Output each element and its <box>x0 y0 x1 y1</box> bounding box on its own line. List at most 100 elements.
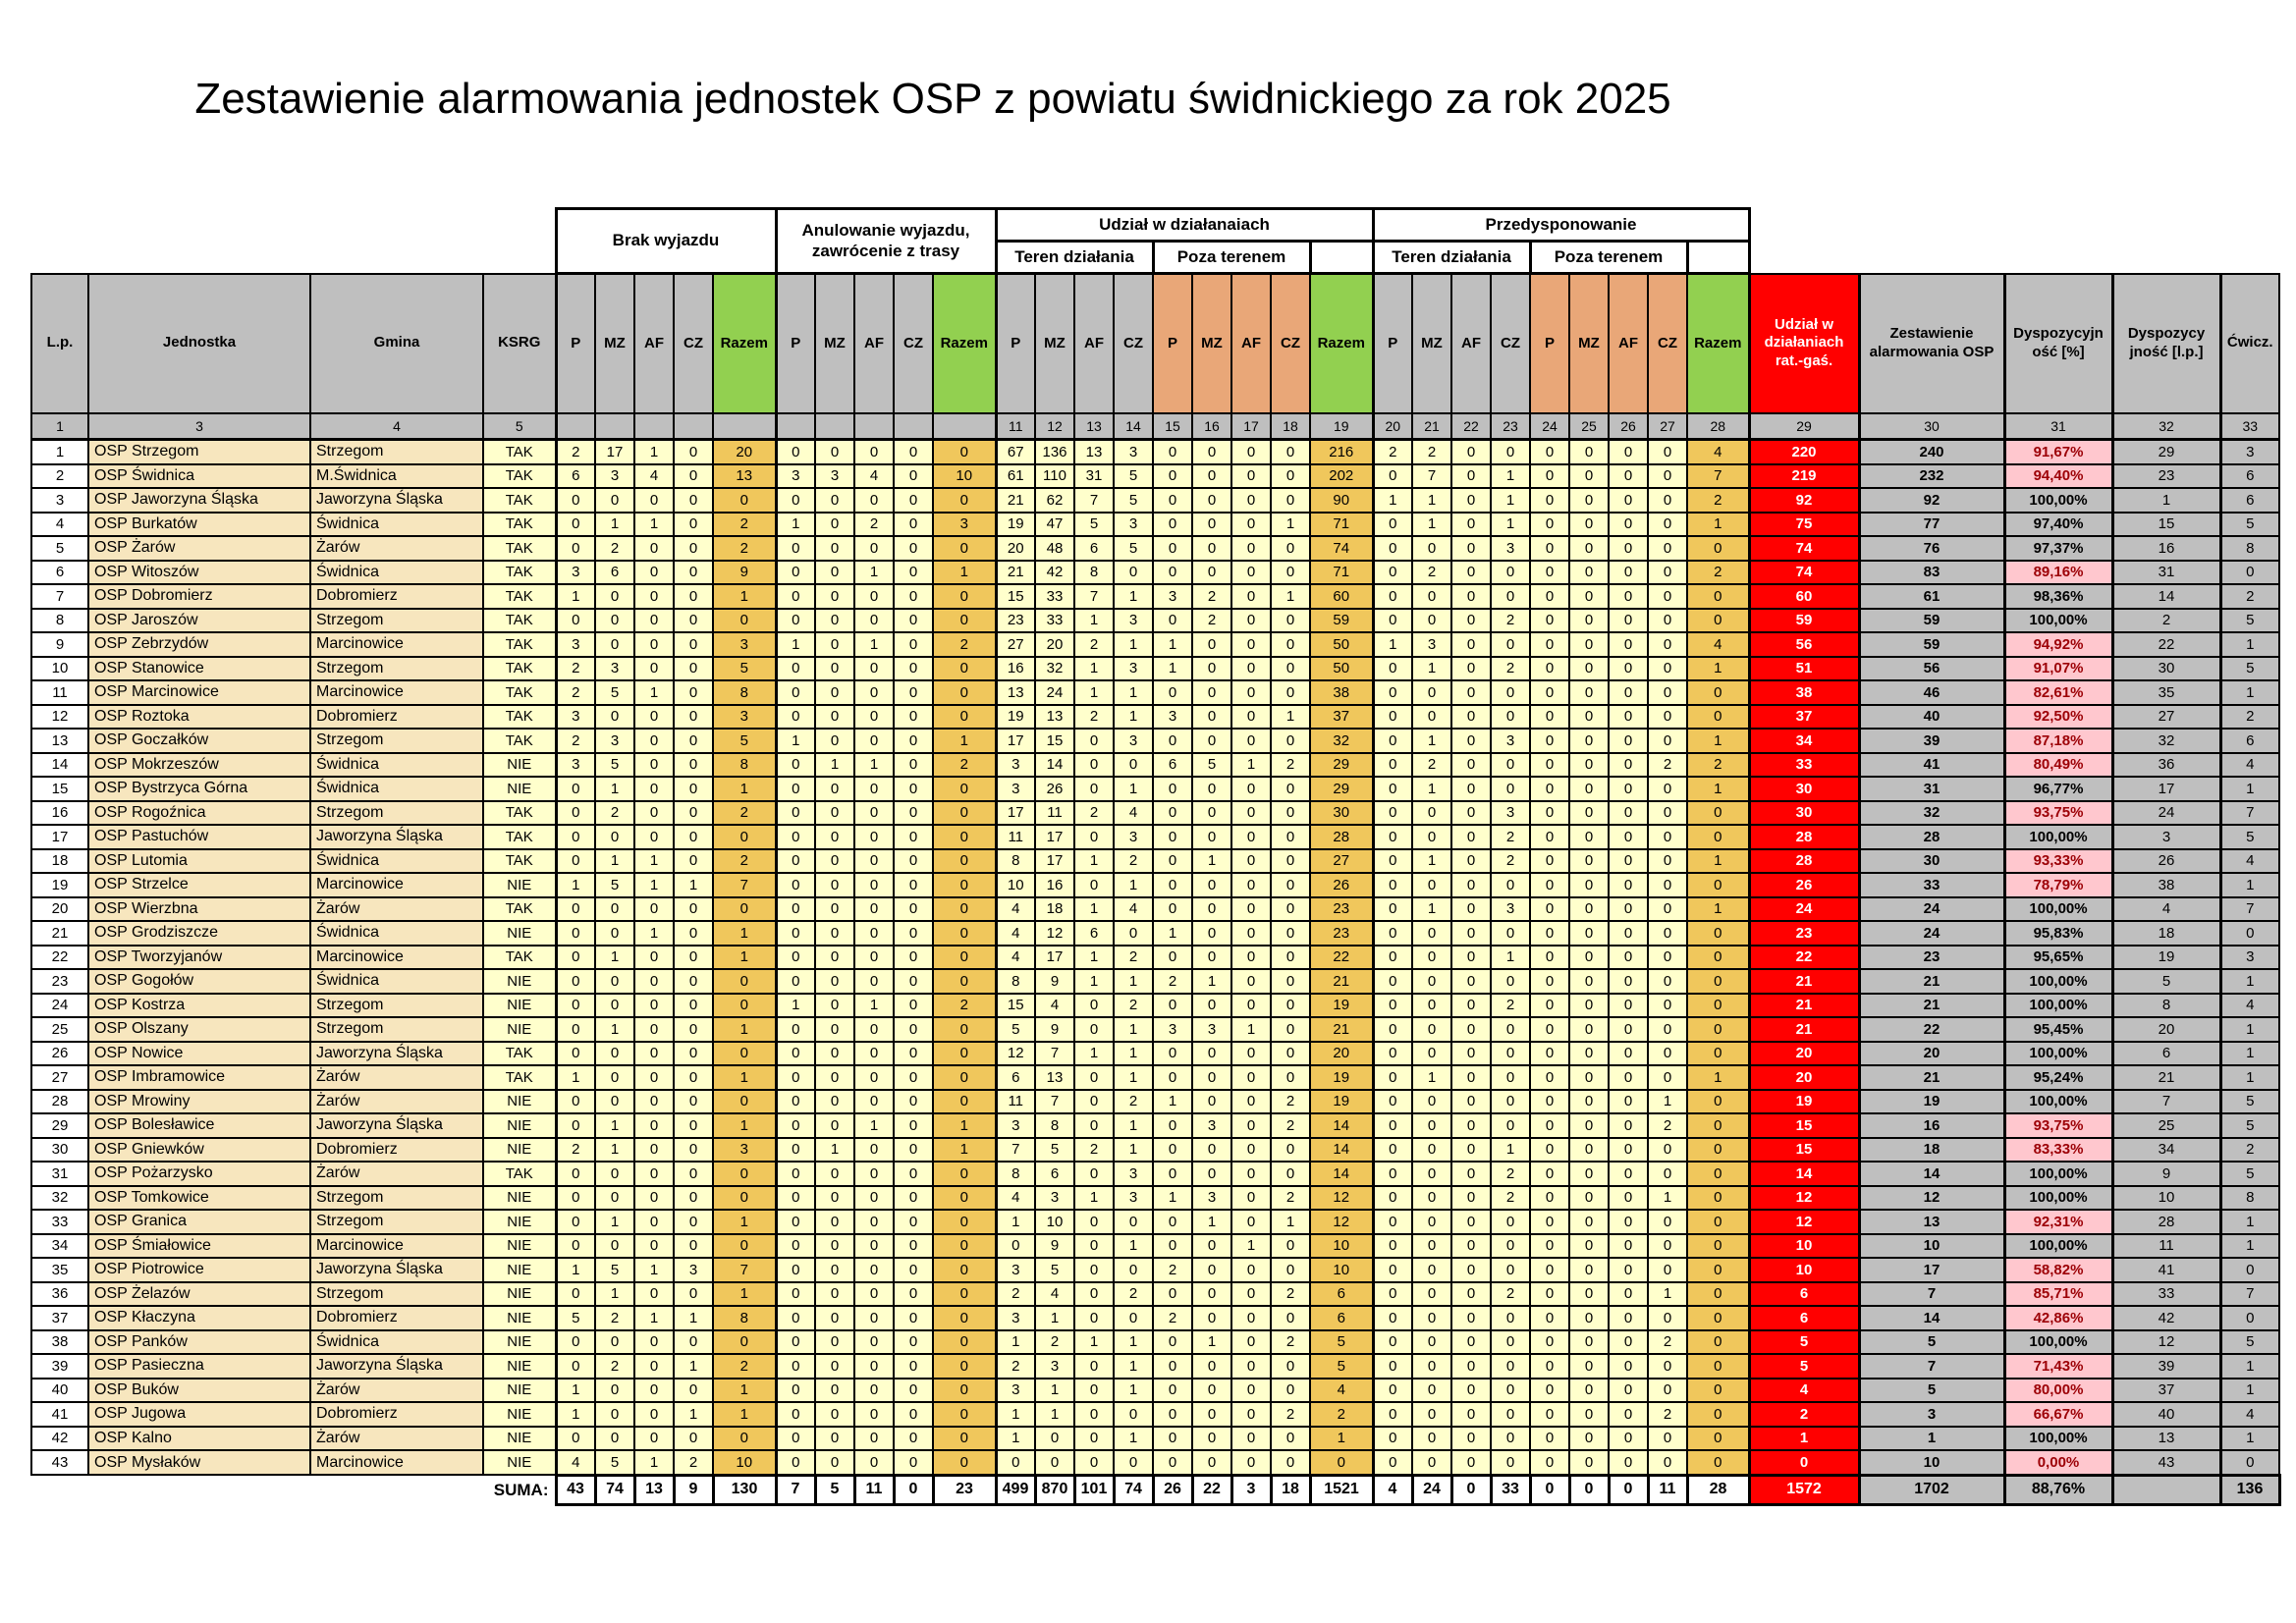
przed-razem-cell: 0 <box>1686 1209 1750 1235</box>
udzial-teren-af-cell: 0 <box>1073 1449 1115 1476</box>
brak-p-cell: 0 <box>554 1088 596 1114</box>
zestawienie-osp-cell: 7 <box>1857 1280 2005 1307</box>
przed-teren-mz-cell: 0 <box>1411 679 1452 706</box>
gmina-cell: Marcinowice <box>309 1449 484 1476</box>
dyspozycyjnosc-pct-cell: 78,79% <box>2002 872 2113 898</box>
ksrg-cell: NIE <box>482 1425 557 1451</box>
przed-poza-p-cell: 0 <box>1529 703 1570 730</box>
przed-teren-p-cell: 0 <box>1371 799 1413 826</box>
przed-teren-mz-cell: 0 <box>1411 1280 1452 1307</box>
udzial-teren-af-cell: 0 <box>1073 1161 1115 1187</box>
udzial-poza-mz-cell: 0 <box>1191 462 1232 489</box>
udzial-teren-mz-cell: 7 <box>1034 1088 1075 1114</box>
col-number-zestawienie-osp: 30 <box>1857 412 2005 441</box>
brak-p-cell: 0 <box>554 1209 596 1235</box>
przed-poza-mz-cell: 0 <box>1568 1280 1610 1307</box>
col-number-udzial-teren-af: 13 <box>1073 412 1115 441</box>
udzial-razem-cell: 10 <box>1309 1257 1374 1283</box>
udzial-poza-mz-cell: 0 <box>1191 703 1232 730</box>
udzial-teren-af-cell: 1 <box>1073 944 1115 970</box>
udzial-poza-mz-cell: 5 <box>1191 751 1232 778</box>
udzial-teren-af-cell: 0 <box>1073 1064 1115 1091</box>
brak-p-cell: 3 <box>554 559 596 585</box>
dyspozycyjnosc-lp-cell: 11 <box>2110 1232 2221 1259</box>
przed-razem-cell: 1 <box>1686 847 1750 874</box>
suma-anul-af: 11 <box>852 1473 896 1506</box>
brak-p-cell: 0 <box>554 1112 596 1139</box>
dyspozycyjnosc-pct-cell: 92,50% <box>2002 703 2113 730</box>
anul-mz-cell: 1 <box>814 1136 855 1163</box>
dyspozycyjnosc-lp-cell: 21 <box>2110 1064 2221 1091</box>
przed-teren-mz-cell: 0 <box>1411 1377 1452 1403</box>
dyspozycyjnosc-lp-cell: 30 <box>2110 655 2221 681</box>
dyspozycyjnosc-lp-cell: 17 <box>2110 776 2221 802</box>
udzial-razem-cell: 71 <box>1309 559 1374 585</box>
subheader-przed-poza: Poza terenem <box>1528 240 1689 275</box>
table-row: 27 OSP Imbramowice Żarów TAK 1 0 0 0 1 0 0 0 0 0 6 13 0 1… <box>30 1064 2280 1091</box>
przed-poza-cz-cell: 2 <box>1647 751 1688 778</box>
udzial-poza-p-cell: 0 <box>1152 872 1193 898</box>
przed-poza-p-cell: 0 <box>1529 1449 1570 1476</box>
anul-p-cell: 1 <box>774 631 816 658</box>
przed-poza-p-cell: 0 <box>1529 1232 1570 1259</box>
zestawienie-osp-cell: 61 <box>1857 583 2005 610</box>
brak-p-cell: 0 <box>554 799 596 826</box>
udzial-teren-cz-cell: 0 <box>1113 920 1154 947</box>
suma-udzial-razem: 1521 <box>1308 1473 1375 1506</box>
przed-teren-cz-cell: 0 <box>1490 968 1531 995</box>
udzial-teren-mz-cell: 33 <box>1034 607 1075 633</box>
brak-af-cell: 0 <box>633 607 675 633</box>
przed-teren-cz-cell: 2 <box>1490 607 1531 633</box>
suma-jednostka <box>88 1475 310 1504</box>
brak-af-cell: 0 <box>633 1184 675 1211</box>
przed-poza-cz-cell: 0 <box>1647 1425 1688 1451</box>
suma-brak-cz: 9 <box>672 1473 715 1506</box>
udzial-teren-af-cell: 2 <box>1073 703 1115 730</box>
lp-cell: 2 <box>30 462 89 489</box>
przed-teren-p-header: P <box>1371 272 1413 414</box>
cwiczenia-cell: 0 <box>2218 1449 2280 1476</box>
zestawienie-osp-cell: 14 <box>1857 1305 2005 1331</box>
udzial-rat-gas-cell: 15 <box>1747 1136 1860 1163</box>
jednostka-cell: OSP Tomkowice <box>87 1184 311 1211</box>
udzial-teren-mz-cell: 2 <box>1034 1328 1075 1355</box>
udzial-poza-mz-cell: 0 <box>1191 1257 1232 1283</box>
udzial-razem-cell: 0 <box>1309 1449 1374 1476</box>
przed-teren-mz-cell: 3 <box>1411 631 1452 658</box>
table-row: 41 OSP Jugowa Dobromierz NIE 1 0 0 1 1 0 0 0 0 0 1 1 0 0 0… <box>30 1401 2280 1428</box>
cwiczenia-cell: 6 <box>2218 462 2280 489</box>
brak-razem-cell: 7 <box>712 872 777 898</box>
anul-p-cell: 0 <box>774 438 816 465</box>
dyspozycyjnosc-pct-cell: 42,86% <box>2002 1305 2113 1331</box>
przed-poza-af-cell: 0 <box>1608 824 1649 850</box>
udzial-poza-af-cell: 0 <box>1230 968 1272 995</box>
przed-razem-cell: 0 <box>1686 1161 1750 1187</box>
udzial-poza-af-cell: 0 <box>1230 1136 1272 1163</box>
przed-poza-p-cell: 0 <box>1529 799 1570 826</box>
przed-teren-cz-cell: 0 <box>1490 1328 1531 1355</box>
gmina-cell: Jaworzyna Śląska <box>309 1040 484 1066</box>
anul-af-cell: 0 <box>853 799 895 826</box>
anul-mz-cell: 0 <box>814 776 855 802</box>
udzial-poza-cz-cell: 0 <box>1270 1425 1311 1451</box>
brak-p-cell: 3 <box>554 703 596 730</box>
ksrg-cell: TAK <box>482 438 557 465</box>
dyspozycyjnosc-pct-cell: 100,00% <box>2002 992 2113 1018</box>
suma-przed-teren-p: 4 <box>1371 1473 1414 1506</box>
udzial-razem-cell: 6 <box>1309 1280 1374 1307</box>
brak-mz-cell: 0 <box>594 1161 635 1187</box>
przed-poza-p-cell: 0 <box>1529 462 1570 489</box>
dyspozycyjnosc-pct-cell: 80,49% <box>2002 751 2113 778</box>
jednostka-cell: OSP Śmiałowice <box>87 1232 311 1259</box>
przed-teren-p-cell: 0 <box>1371 1305 1413 1331</box>
cwiczenia-cell: 5 <box>2218 607 2280 633</box>
suma-udzial-poza-mz: 22 <box>1190 1473 1233 1506</box>
lp-cell: 41 <box>30 1401 89 1428</box>
dyspozycyjnosc-lp-cell: 24 <box>2110 799 2221 826</box>
udzial-poza-af-cell: 0 <box>1230 1257 1272 1283</box>
udzial-poza-mz-cell: 0 <box>1191 631 1232 658</box>
dyspozycyjnosc-pct-cell: 100,00% <box>2002 607 2113 633</box>
table-row: 29 OSP Bolesławice Jaworzyna Śląska NIE 0 1 0 0… <box>30 1112 2280 1139</box>
brak-cz-cell: 0 <box>673 776 714 802</box>
anul-p-cell: 0 <box>774 1449 816 1476</box>
